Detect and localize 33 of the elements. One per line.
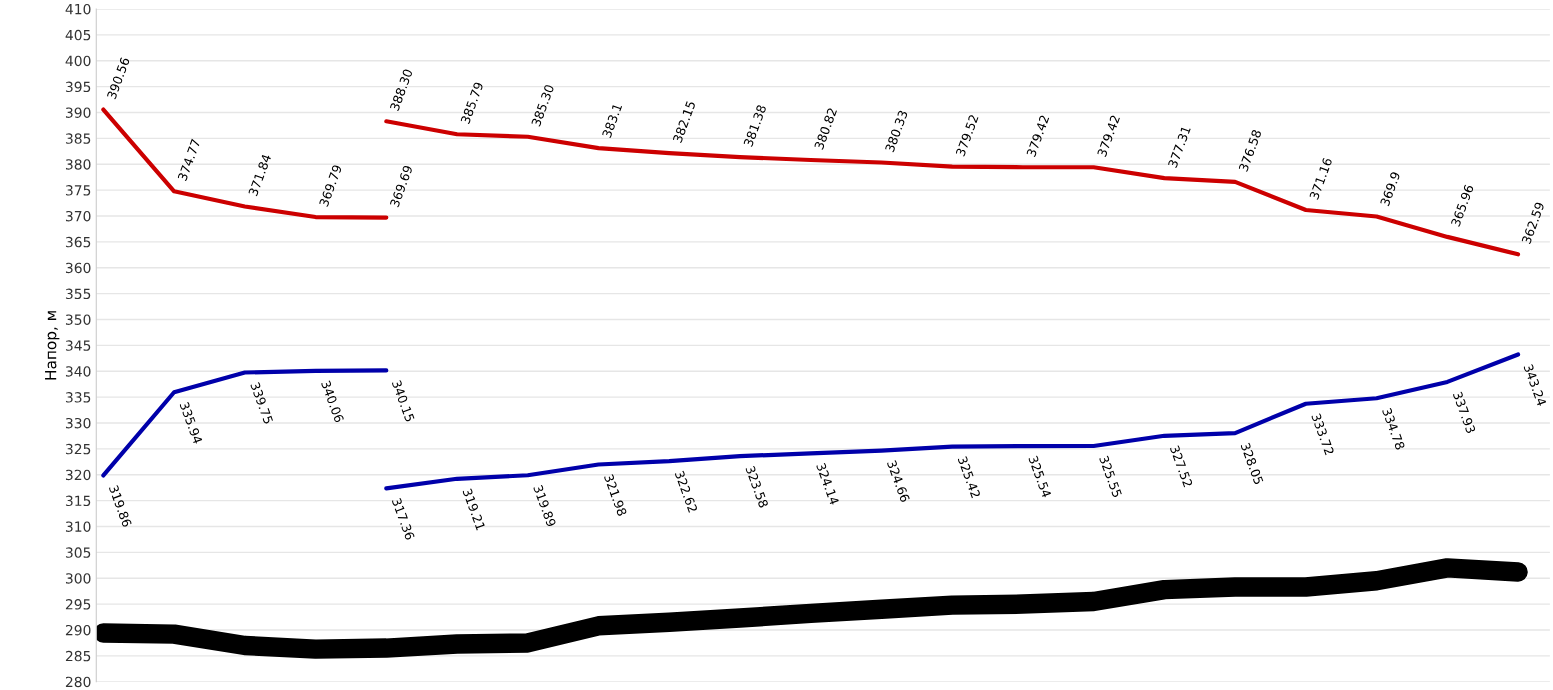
y-tick-label: 350 <box>65 314 91 325</box>
data-label: 383.1 <box>601 103 623 139</box>
y-tick-label: 310 <box>65 521 91 532</box>
y-tick-label: 325 <box>65 443 91 455</box>
y-tick-label: 280 <box>65 676 91 688</box>
line-series <box>101 107 389 220</box>
y-tick-label: 335 <box>65 392 91 403</box>
y-tick-label: 385 <box>65 133 91 144</box>
y-axis-title: Напор, м <box>45 311 60 380</box>
data-label: 374.77 <box>177 138 201 182</box>
y-tick-label: 405 <box>65 29 91 41</box>
data-label: 369.9 <box>1379 171 1401 207</box>
y-tick-label: 320 <box>65 469 91 481</box>
y-tick-label: 290 <box>65 624 91 636</box>
y-tick-label: 295 <box>65 599 91 610</box>
y-tick-label: 375 <box>65 185 91 196</box>
y-tick-label: 315 <box>65 495 91 507</box>
y-tick-label: 365 <box>65 236 91 248</box>
y-tick-label: 340 <box>65 366 91 377</box>
y-tick-label: 345 <box>65 340 91 351</box>
y-tick-label: 285 <box>65 650 91 662</box>
y-tick-label: 355 <box>65 288 91 300</box>
y-tick-label: 400 <box>65 55 91 67</box>
y-tick-label: 360 <box>65 262 91 274</box>
y-tick-label: 380 <box>65 159 91 170</box>
y-tick-label: 305 <box>65 547 91 558</box>
y-tick-label: 370 <box>65 210 91 222</box>
y-tick-label: 395 <box>65 81 91 93</box>
y-tick-label: 330 <box>65 417 91 429</box>
y-tick-label: 300 <box>65 573 91 584</box>
y-tick-label: 390 <box>65 107 91 118</box>
line-series <box>101 368 389 478</box>
y-tick-label: 410 <box>65 3 91 15</box>
